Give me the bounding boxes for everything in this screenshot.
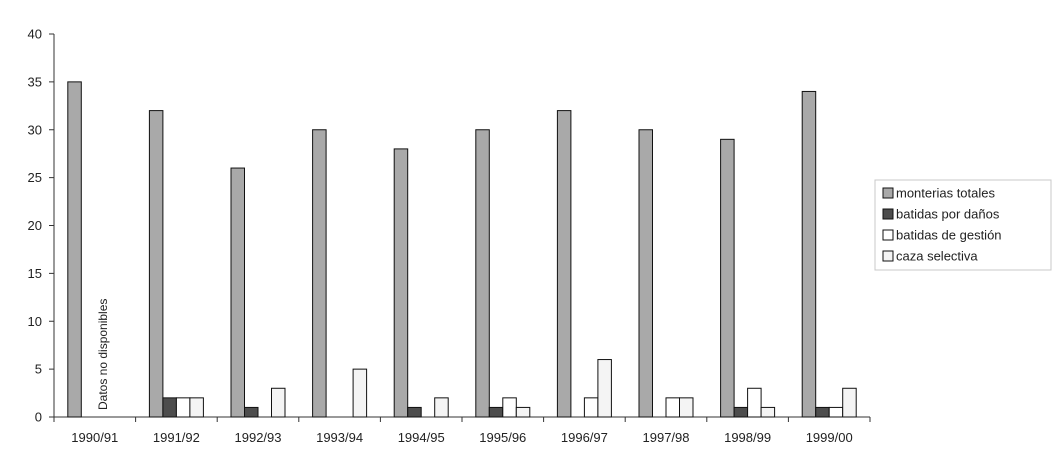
bar-caza-selectiva (597, 359, 612, 418)
y-axis: 0 5 10 15 20 25 30 35 40 (28, 27, 55, 425)
legend-swatch (882, 250, 894, 262)
bar-caza-selectiva (515, 406, 531, 418)
bar-caza-selectiva (189, 397, 204, 418)
x-tick-label: 1991/92 (153, 430, 200, 445)
bar-monterias-totales (393, 148, 409, 418)
bar-batidas-de-gestion (175, 397, 191, 418)
bar-batidas-por-danos (815, 406, 830, 418)
y-tick-label: 35 (28, 74, 42, 89)
bar-monterias-totales (720, 138, 735, 418)
x-tick-label: 1997/98 (643, 430, 690, 445)
bar-batidas-por-danos (407, 406, 422, 418)
bar-monterias-totales (475, 129, 490, 418)
bar-monterias-totales (148, 110, 164, 418)
x-tick-label: 1998/99 (724, 430, 771, 445)
bar-batidas-de-gestion (665, 397, 680, 418)
x-tick-label: 1995/96 (479, 430, 526, 445)
legend-swatch (882, 187, 894, 199)
bar-monterias-totales (638, 129, 653, 418)
bar-caza-selectiva (271, 387, 286, 418)
bar-monterias-totales (801, 90, 817, 418)
legend-label: caza selectiva (896, 249, 978, 264)
y-tick-label: 10 (28, 314, 42, 329)
legend-swatch (882, 208, 894, 220)
y-tick-label: 15 (28, 266, 42, 281)
bar-caza-selectiva (679, 397, 694, 418)
bar-monterias-totales (230, 167, 245, 418)
annotation-no-data: Datos no disponibles (96, 299, 110, 410)
x-tick-label: 1990/91 (71, 430, 118, 445)
y-tick-label: 0 (35, 410, 42, 425)
legend-label: batidas por daños (896, 207, 1000, 222)
x-tick-label: 1999/00 (806, 430, 853, 445)
y-tick-label: 20 (28, 218, 42, 233)
bar-caza-selectiva (842, 387, 857, 418)
x-axis: 1990/91 1991/92 1992/93 1993/94 1994/95 1995/… (53, 416, 871, 445)
bar-batidas-de-gestion (502, 397, 517, 418)
legend: monterias totales batidas por daños batida… (874, 179, 1052, 271)
x-tick-label: 1993/94 (316, 430, 363, 445)
bar-batidas-de-gestion (828, 406, 844, 418)
bar-batidas-por-danos (733, 406, 749, 418)
legend-label: monterias totales (896, 186, 995, 201)
bar-caza-selectiva (434, 397, 449, 418)
bar-batidas-por-danos (244, 406, 259, 418)
x-tick-label: 1992/93 (235, 430, 282, 445)
bar-batidas-por-danos (162, 397, 177, 418)
y-tick-label: 40 (28, 27, 42, 42)
legend-label: batidas de gestión (896, 228, 1002, 243)
bar-batidas-por-danos (488, 406, 504, 418)
bar-caza-selectiva (760, 406, 776, 418)
bar-batidas-de-gestion (747, 387, 762, 418)
x-tick-label: 1996/97 (561, 430, 608, 445)
bar-monterias-totales (556, 110, 572, 418)
bar-caza-selectiva (352, 368, 368, 418)
y-tick-label: 5 (35, 362, 42, 377)
bar-batidas-de-gestion (583, 397, 599, 418)
x-tick-label: 1994/95 (398, 430, 445, 445)
bar-monterias-totales (67, 81, 82, 418)
bar-monterias-totales (312, 129, 327, 418)
bars (67, 81, 857, 418)
y-tick-label: 30 (28, 122, 42, 137)
annotations: Datos no disponibles (96, 299, 110, 410)
y-tick-label: 25 (28, 170, 42, 185)
legend-box (874, 179, 1052, 271)
legend-swatch (882, 229, 894, 241)
